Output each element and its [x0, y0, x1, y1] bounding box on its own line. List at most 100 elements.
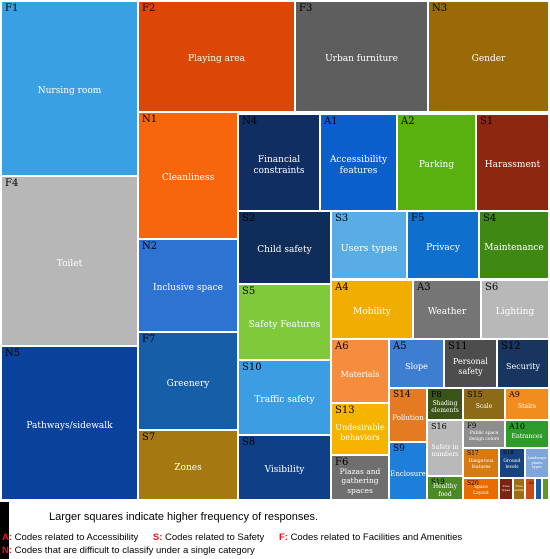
treemap-cell: F3 Urban furniture [295, 1, 428, 112]
treemap-cell: N2 Inclusive space [138, 239, 238, 332]
cell-label: Stairs [518, 403, 536, 411]
cell-label: Tree types [501, 484, 511, 492]
cell-code: S15 [467, 390, 483, 399]
legend-color-bar [0, 502, 9, 559]
cell-label: Entrances [511, 433, 543, 441]
cell-code: S6 [485, 282, 499, 293]
cell-label: Public space design colors [468, 430, 500, 442]
cell-label: Pathways/sidewalk [26, 420, 113, 431]
cell-label: Child safety [257, 245, 312, 256]
cell-code: F1 [5, 3, 19, 14]
cell-code: N4 [242, 116, 258, 127]
treemap-cell: S12 Security [497, 339, 549, 388]
legend-key-n: N: [2, 545, 13, 556]
treemap-cell: Tree plantation [513, 478, 525, 500]
legend-text-n: Codes that are difficult to classify und… [14, 545, 255, 556]
treemap-cell: S20 Space Layout [463, 478, 499, 500]
cell-label: Landscape plants types [527, 456, 547, 470]
treemap-chart: F1 Nursing room F4 Toilet N5 Pathways/sidewal… [1, 1, 549, 500]
treemap-cell: F8 Shading elements [427, 388, 463, 420]
cell-code: S10 [242, 362, 262, 373]
cell-label: Nursing room [37, 86, 102, 97]
cell-code: S4 [483, 213, 497, 224]
treemap-cell: S19 Healthy food [427, 476, 463, 500]
cell-code: F9 [467, 422, 477, 430]
legend-line-categories: A: Codes related to Accessibility S: Cod… [2, 532, 462, 543]
cell-code: S9 [393, 444, 405, 454]
cell-code: N3 [432, 3, 448, 14]
cell-label: Personal safety [453, 357, 488, 376]
cell-code: F6 [335, 457, 349, 468]
cell-code: S3 [335, 213, 349, 224]
treemap-cell: Landscape plants types [525, 448, 549, 478]
cell-label: Undesirable behaviors [335, 422, 385, 442]
cell-label: Dangerous features [468, 459, 494, 470]
cell-label: Shading elements [431, 399, 459, 415]
treemap-cell: S18 Ground levels [499, 448, 525, 478]
treemap-cell: F6 Plazas and gathering spaces [331, 455, 389, 500]
cell-label: Harassment [484, 160, 541, 171]
cell-label: Maintenance [484, 242, 544, 253]
cell-code: A1 [324, 116, 338, 127]
treemap-cell: A6 Materials [331, 339, 389, 403]
cell-code: S7 [142, 432, 156, 443]
cell-label: Slope [405, 362, 428, 371]
treemap-cell [535, 478, 542, 500]
cell-code: A3 [417, 282, 431, 293]
treemap-cell: Tree types [499, 478, 513, 500]
cell-label: Toilet [56, 258, 83, 269]
treemap-cell: A3 Weather [413, 280, 481, 339]
treemap-cell: A5 Slope [389, 339, 444, 388]
treemap-cell: S6 Lighting [481, 280, 549, 339]
legend-text-a: Codes related to Accessibility [14, 532, 139, 543]
cell-label: Cleanliness [161, 173, 215, 184]
treemap-cell: S4 Maintenance [479, 211, 549, 279]
treemap-cell: F7 Greenery [138, 332, 238, 430]
cell-label: Plazas and gathering spaces [339, 466, 381, 495]
treemap-cell: A9 Stairs [505, 388, 549, 420]
cell-code: S17 [467, 450, 479, 457]
treemap-cell: S14 Pollution [389, 388, 427, 442]
cell-label: Gender [471, 54, 506, 65]
treemap-cell: S3 Users types [331, 211, 407, 279]
treemap-cell [542, 478, 549, 500]
cell-label: Users types [340, 242, 398, 254]
cell-code: F3 [299, 3, 313, 14]
treemap-cell: S15 Scale [463, 388, 505, 420]
cell-label: Privacy [426, 242, 460, 253]
treemap-cell: N5 Pathways/sidewalk [1, 346, 138, 500]
treemap-cell: A10 Entrances [505, 420, 549, 448]
cell-label: Parking [418, 160, 455, 171]
legend-key-s: S: [152, 532, 163, 543]
cell-label: Healthy food [433, 483, 457, 498]
cell-code: S2 [242, 213, 256, 224]
cell-label: Visibility [264, 465, 305, 476]
cell-label: Zones [174, 462, 202, 473]
treemap-cell: S8 Visibility [238, 435, 331, 500]
cell-label: Pollution [392, 413, 424, 422]
cell-code: A6 [335, 341, 349, 352]
legend-line-n: N: Codes that are difficult to classify … [2, 545, 255, 556]
legend-key-f: F: [278, 532, 288, 543]
cell-code: S11 [448, 341, 468, 352]
treemap-cell: S7 Zones [138, 430, 238, 500]
treemap-cell: S17 Dangerous features [463, 448, 499, 478]
cell-label: Safety Features [248, 319, 321, 330]
cell-label: Accessibility features [329, 154, 388, 176]
treemap-cell: A4 Mobility [331, 280, 413, 339]
cell-code: S20 [467, 480, 479, 487]
cell-code: A9 [509, 390, 520, 399]
treemap-cell: N1 Cleanliness [138, 112, 238, 239]
cell-label: Weather [427, 307, 467, 318]
cell-code: S19 [431, 478, 445, 486]
cell-code: S22 [529, 480, 535, 485]
cell-code: N2 [142, 241, 158, 252]
cell-code: S12 [501, 341, 521, 352]
cell-code: F2 [142, 3, 156, 14]
cell-code: S16 [431, 422, 447, 431]
size-note: Larger squares indicate higher frequency… [49, 511, 319, 523]
cell-label: Ground levels [503, 459, 521, 470]
treemap-cell: A2 Parking [397, 114, 476, 211]
cell-code: F4 [5, 178, 19, 189]
cell-label: Greenery [166, 378, 210, 389]
